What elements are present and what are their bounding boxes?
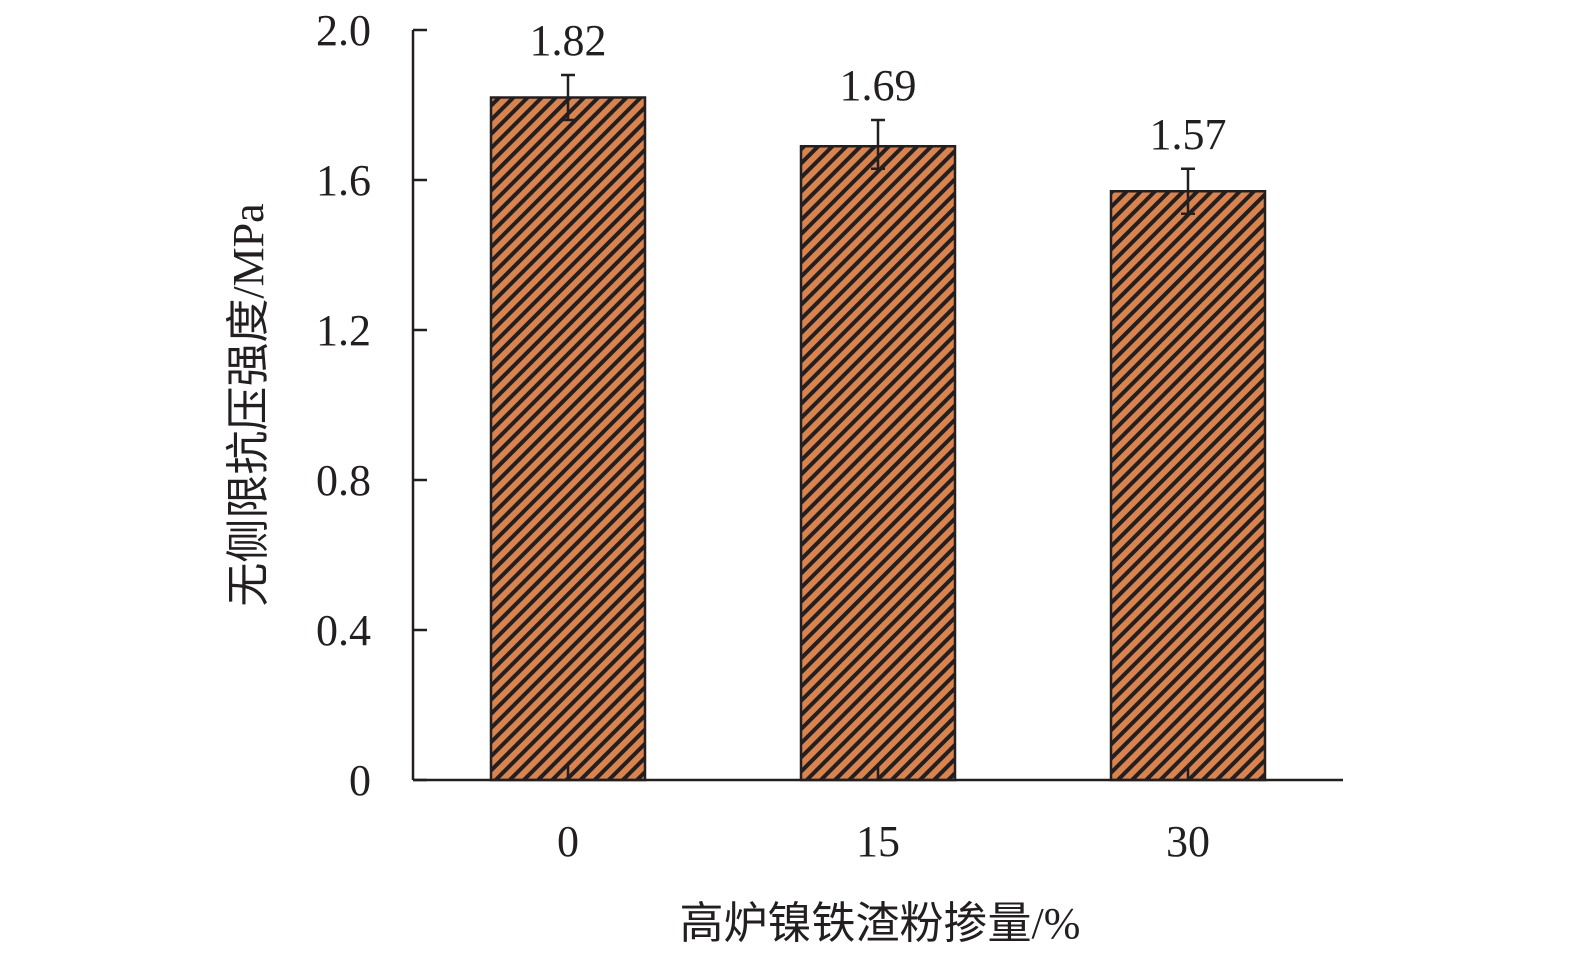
error-bar-30	[1181, 167, 1195, 215]
y-tick-label-1.2: 1.2	[316, 306, 371, 355]
data-label-30: 1.57	[1150, 110, 1227, 159]
bar-30	[1109, 190, 1267, 782]
data-label-15: 1.69	[840, 61, 917, 110]
bar-0	[489, 96, 647, 782]
x-axis-title: 高炉镍铁渣粉掺量/%	[680, 899, 1081, 948]
y-tick-label-0.8: 0.8	[316, 456, 371, 505]
error-bar-0	[561, 73, 575, 122]
y-tick-label-0: 0	[349, 756, 371, 805]
error-bar-15	[871, 118, 885, 170]
y-tick-label-1.6: 1.6	[316, 156, 371, 205]
y-tick-label-2.0: 2.0	[316, 6, 371, 55]
x-tick-label-30: 30	[1166, 817, 1210, 866]
data-label-0: 1.82	[530, 16, 607, 65]
y-axis-title: 无侧限抗压强度/MPa	[224, 203, 273, 606]
x-tick-label-15: 15	[856, 817, 900, 866]
axes-layer: 0 0.4 0.8 1.2 1.6 2.0 0 15 30	[316, 6, 1343, 866]
x-tick-label-0: 0	[557, 817, 579, 866]
y-tick-label-0.4: 0.4	[316, 606, 371, 655]
bar-15	[799, 145, 957, 782]
bars-layer: 1.82 1.69 1.57	[489, 16, 1267, 782]
